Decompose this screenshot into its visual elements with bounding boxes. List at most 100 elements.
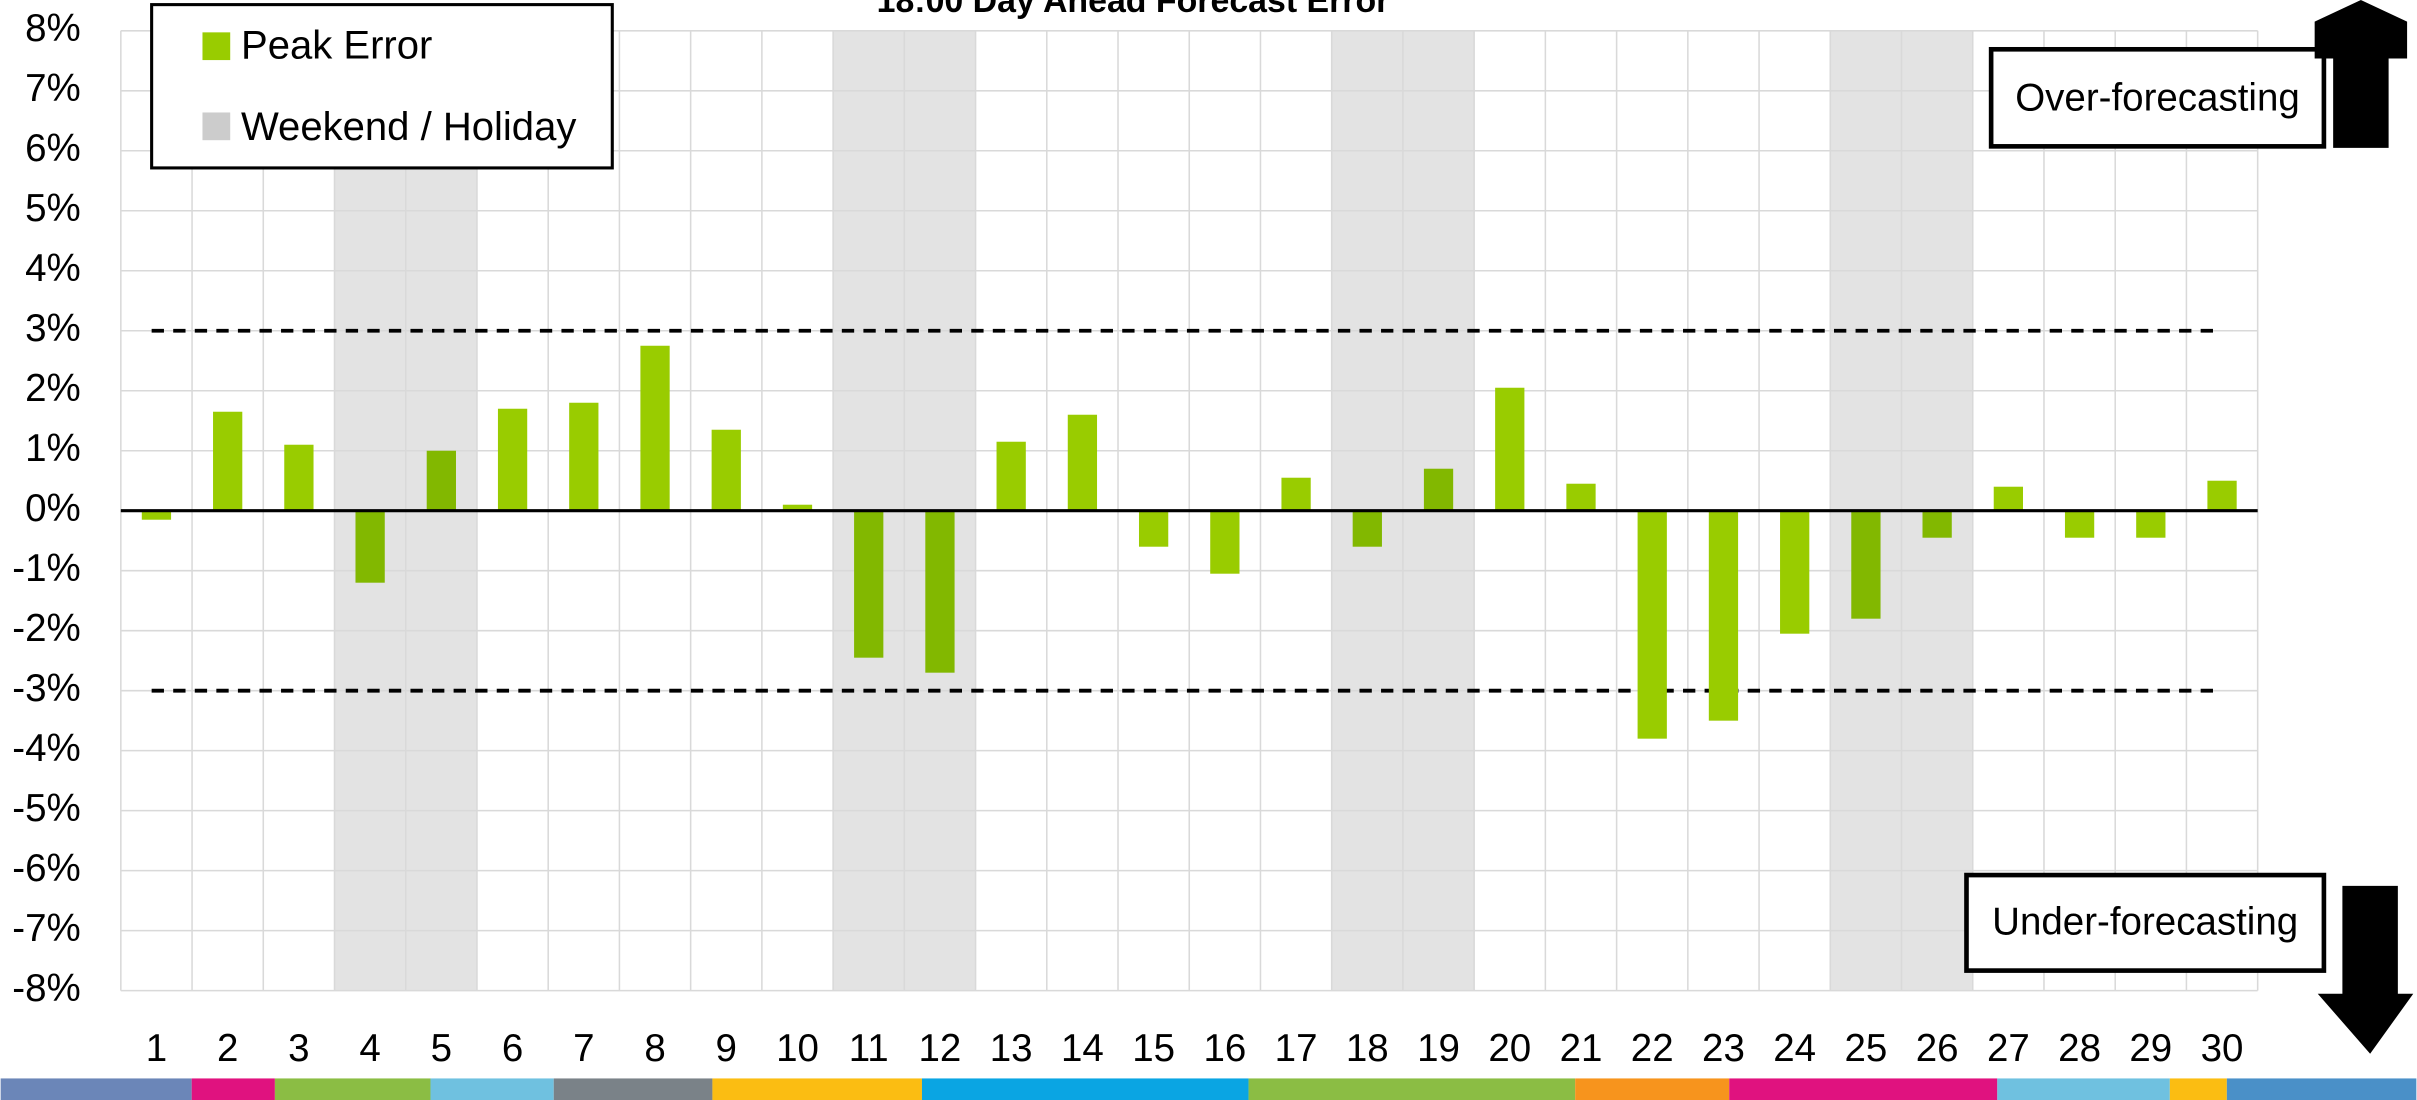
x-tick-label: 12 — [919, 1027, 962, 1070]
x-tick-label: 24 — [1773, 1027, 1816, 1070]
bar — [1993, 486, 2023, 511]
y-tick-label: 1% — [25, 427, 81, 470]
bar — [141, 510, 172, 520]
annotation-box — [1988, 46, 2327, 149]
bar — [1281, 477, 1311, 511]
y-tick-label: -6% — [12, 847, 80, 890]
footer-strip — [0, 1078, 2417, 1100]
bar — [1423, 468, 1454, 511]
bar — [782, 504, 813, 511]
y-tick-label: 2% — [25, 367, 81, 410]
x-tick-label: 22 — [1631, 1027, 1674, 1070]
x-tick-label: 19 — [1417, 1027, 1460, 1070]
x-tick-label: 18 — [1346, 1027, 1389, 1070]
x-tick-label: 29 — [2129, 1027, 2172, 1070]
y-tick-label: 4% — [25, 247, 81, 290]
up-arrow — [2314, 0, 2408, 148]
bar — [1922, 510, 1952, 538]
strip — [1997, 1078, 2170, 1100]
y-tick-label: -5% — [12, 787, 80, 830]
x-tick-label: 4 — [359, 1027, 380, 1070]
x-tick-label: 16 — [1203, 1027, 1246, 1070]
x-tick-label: 1 — [146, 1027, 167, 1070]
y-tick-label: 3% — [25, 307, 81, 350]
bar — [640, 345, 670, 511]
strip — [430, 1078, 554, 1100]
x-tick-label: 17 — [1275, 1027, 1318, 1070]
x-tick-label: 13 — [990, 1027, 1033, 1070]
x-tick-label: 30 — [2201, 1027, 2244, 1070]
x-tick-label: 6 — [502, 1027, 523, 1070]
x-tick-label: 15 — [1132, 1027, 1175, 1070]
bar — [996, 441, 1026, 511]
bar — [213, 411, 243, 511]
x-tick-label: 3 — [288, 1027, 309, 1070]
bar — [1138, 510, 1169, 547]
bar — [1067, 414, 1098, 511]
y-tick-label: 0% — [25, 487, 81, 530]
y-tick-label: 6% — [25, 127, 81, 170]
bar — [426, 450, 456, 511]
chart-title: 18:00 Day Ahead Forecast Error — [877, 0, 1390, 20]
x-tick-label: 25 — [1844, 1027, 1887, 1070]
bar — [1566, 483, 1596, 511]
y-tick-label: -4% — [12, 727, 80, 770]
bar — [1637, 510, 1667, 739]
strip — [921, 1078, 1249, 1100]
strip — [712, 1078, 922, 1100]
x-tick-label: 10 — [776, 1027, 819, 1070]
bar — [1210, 510, 1240, 574]
x-tick-label: 7 — [573, 1027, 594, 1070]
x-tick-label: 9 — [716, 1027, 737, 1070]
y-tick-label: -7% — [12, 907, 80, 950]
strip — [0, 1078, 192, 1100]
x-tick-label: 23 — [1702, 1027, 1745, 1070]
x-tick-label: 5 — [431, 1027, 452, 1070]
x-tick-label: 14 — [1061, 1027, 1104, 1070]
legend-swatch — [202, 112, 231, 141]
over-annotation: Over-forecasting — [1988, 0, 2408, 149]
legend: Peak Error Weekend / Holiday — [150, 3, 614, 170]
strip — [1729, 1078, 1998, 1100]
x-tick-label: 8 — [644, 1027, 665, 1070]
bar — [2207, 480, 2237, 511]
bar — [2064, 510, 2095, 538]
x-tick-label: 2 — [217, 1027, 238, 1070]
legend-label: Peak Error — [241, 23, 432, 67]
strip — [1575, 1078, 1730, 1100]
y-tick-label: -2% — [12, 607, 80, 650]
bar — [2136, 510, 2166, 538]
down-arrow — [2317, 885, 2414, 1054]
x-tick-label: 21 — [1560, 1027, 1603, 1070]
annotation: Over-forecasting — [2015, 76, 2300, 119]
x-tick-label: 11 — [849, 1027, 889, 1070]
annotation: Under-forecasting — [1992, 901, 2298, 944]
y-tick-label: -8% — [12, 967, 80, 1010]
bar — [284, 444, 314, 511]
under-annotation: Under-forecasting — [1964, 872, 2414, 1054]
x-tick-label: 28 — [2058, 1027, 2101, 1070]
strip — [2169, 1078, 2227, 1100]
legend-label: Weekend / Holiday — [241, 105, 576, 149]
legend-box — [150, 3, 614, 170]
strip — [2226, 1078, 2417, 1100]
bar — [711, 429, 741, 511]
bar — [925, 510, 955, 673]
y-tick-label: -3% — [12, 667, 80, 710]
y-tick-label: 5% — [25, 187, 81, 230]
y-tick-label: -1% — [12, 547, 80, 590]
marks — [120, 328, 2258, 739]
strip — [553, 1078, 713, 1100]
legend-swatch — [202, 32, 231, 61]
annotation-box — [1964, 872, 2327, 973]
x-tick-label: 20 — [1488, 1027, 1531, 1070]
strip — [274, 1078, 431, 1100]
bar — [1495, 387, 1525, 511]
strip — [1248, 1078, 1576, 1100]
bar — [1352, 510, 1382, 547]
bar — [497, 408, 528, 511]
y-tick-label: 8% — [25, 7, 81, 50]
strip — [191, 1078, 275, 1100]
bar — [569, 402, 599, 511]
